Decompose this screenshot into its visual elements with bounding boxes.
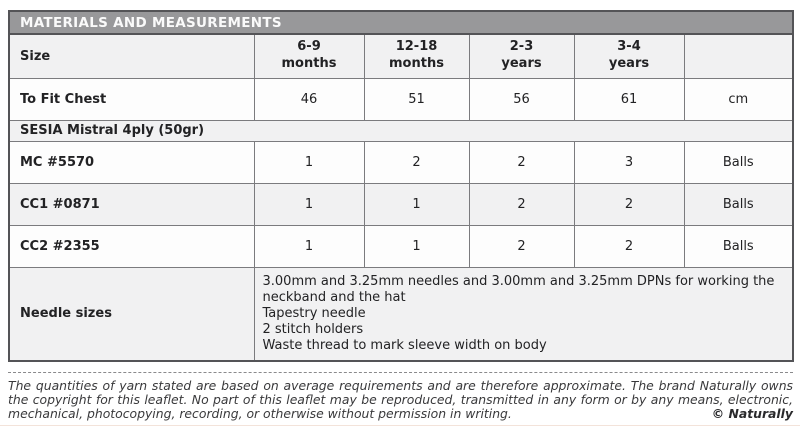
value-cell: 1 [253, 224, 365, 268]
col-header-line: months [389, 56, 444, 72]
table-title: MATERIALS AND MEASUREMENTS [8, 10, 794, 35]
yarn-row-cc2: CC2 #2355 1 1 2 2 Balls [8, 224, 794, 268]
value-cell: 2 [363, 140, 470, 184]
needle-sizes-row: Needle sizes 3.00mm and 3.25mm needles a… [8, 266, 794, 361]
col-header-unit-empty [683, 33, 794, 79]
unit-cell: Balls [683, 140, 794, 184]
value-cell: 1 [253, 140, 365, 184]
col-header-line: 12-18 [395, 39, 438, 55]
needle-line: 3.00mm and 3.25mm needles and 3.00mm and… [262, 273, 775, 305]
value-cell: 2 [468, 182, 575, 226]
col-header-6-9-months: 6-9 months [253, 33, 365, 79]
unit-cell: cm [683, 77, 794, 121]
value-cell: 1 [253, 182, 365, 226]
needle-sizes-content: 3.00mm and 3.25mm needles and 3.00mm and… [253, 266, 794, 361]
col-header-line: 6-9 [297, 39, 321, 55]
value-cell: 1 [363, 182, 470, 226]
col-header-line: months [281, 56, 337, 72]
materials-table: MATERIALS AND MEASUREMENTS Size 6-9 mont… [8, 10, 795, 362]
col-header-2-3-years: 2-3 years [468, 33, 575, 79]
col-header-line: 2-3 [509, 39, 534, 55]
unit-cell: Balls [683, 182, 794, 226]
table-title-row: MATERIALS AND MEASUREMENTS [8, 10, 794, 35]
needle-line: 2 stitch holders [262, 321, 364, 337]
col-header-12-18-months: 12-18 months [363, 33, 470, 79]
value-cell: 3 [573, 140, 685, 184]
value-cell: 2 [573, 224, 685, 268]
yarn-row-cc1: CC1 #0871 1 1 2 2 Balls [8, 182, 794, 226]
value-cell: 51 [363, 77, 470, 121]
col-header-line: years [501, 56, 542, 72]
size-header-row: Size 6-9 months 12-18 months 2-3 years 3… [8, 33, 794, 79]
value-cell: 2 [573, 182, 685, 226]
value-cell: 1 [363, 224, 470, 268]
row-label-cc1: CC1 #0871 [8, 182, 255, 226]
copyright: © Naturally [711, 405, 793, 421]
col-header-3-4-years: 3-4 years [573, 33, 685, 79]
value-cell: 61 [573, 77, 685, 121]
unit-cell: Balls [683, 224, 794, 268]
bottom-edge-line [0, 425, 800, 426]
value-cell: 46 [253, 77, 365, 121]
yarn-section-row: SESIA Mistral 4ply (50gr) [8, 119, 794, 142]
value-cell: 2 [468, 140, 575, 184]
footer-text: The quantities of yarn stated are based … [8, 378, 793, 421]
yarn-row-mc: MC #5570 1 2 2 3 Balls [8, 140, 794, 184]
needle-line: Waste thread to mark sleeve width on bod… [262, 337, 547, 353]
col-header-line: 3-4 [617, 39, 641, 55]
row-label-cc2: CC2 #2355 [8, 224, 255, 268]
value-cell: 2 [468, 224, 575, 268]
row-label-size: Size [8, 33, 255, 79]
row-label-to-fit-chest: To Fit Chest [8, 77, 255, 121]
dashed-divider [8, 372, 793, 373]
yarn-section-label: SESIA Mistral 4ply (50gr) [8, 119, 794, 142]
to-fit-chest-row: To Fit Chest 46 51 56 61 cm [8, 77, 794, 121]
col-header-line: years [608, 56, 650, 72]
value-cell: 56 [468, 77, 575, 121]
row-label-needle-sizes: Needle sizes [8, 266, 255, 361]
needle-line: Tapestry needle [262, 305, 366, 321]
row-label-mc: MC #5570 [8, 140, 255, 184]
footer-note: The quantities of yarn stated are based … [8, 379, 793, 420]
